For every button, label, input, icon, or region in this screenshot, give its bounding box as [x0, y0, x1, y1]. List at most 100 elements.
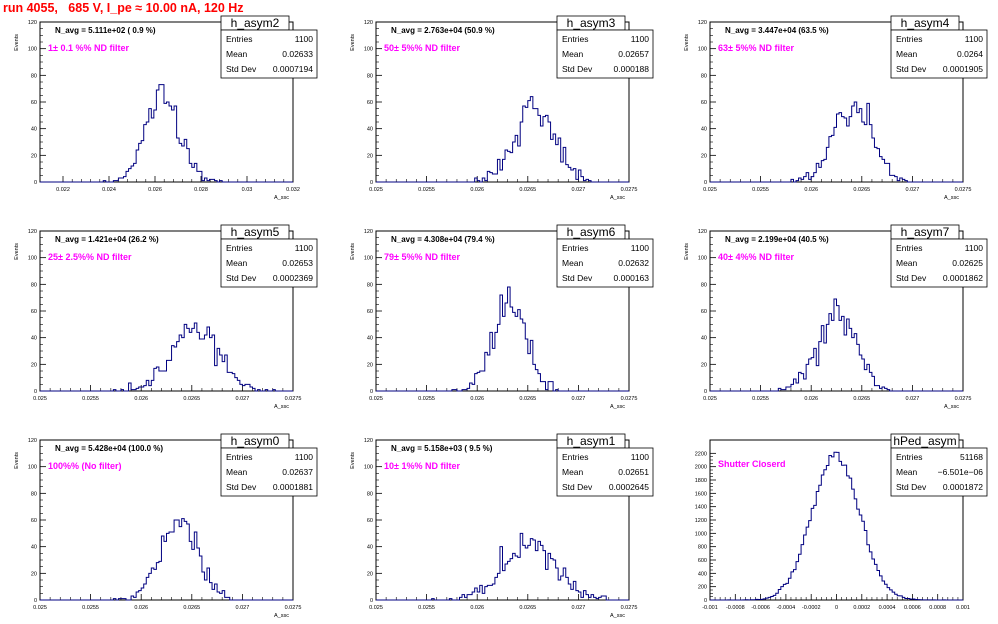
histogram-title-box: h_asym0	[220, 433, 290, 449]
y-axis-title: Events	[684, 243, 690, 260]
y-tick-label: 100	[364, 256, 373, 262]
stats-value: 0.02633	[282, 49, 313, 59]
x-tick-label: 0.026	[804, 396, 818, 402]
y-axis-title: Events	[14, 452, 20, 469]
y-tick-label: 80	[701, 73, 707, 79]
y-tick-label: 1200	[695, 518, 707, 524]
y-axis-title: Events	[684, 34, 690, 51]
y-tick-label: 0	[704, 180, 707, 186]
histogram-series	[40, 322, 293, 392]
stats-box: Entries 51168 Mean −6.501e−06 Std Dev 0.00018…	[890, 447, 988, 497]
stats-box-frame	[220, 238, 318, 288]
y-tick-label: 20	[701, 153, 707, 159]
x-axis-title: A_ssc	[944, 404, 959, 410]
stats-value: 0.0002369	[273, 273, 313, 283]
histogram-title-box: h_asym6	[556, 224, 626, 240]
x-tick-label: 0.0275	[285, 605, 302, 611]
x-tick-label: 0.03	[242, 187, 253, 193]
y-tick-label: 100	[698, 256, 707, 262]
stats-box: Entries 1100 Mean 0.02633 Std Dev 0.0007194	[220, 29, 318, 79]
x-tick-label: 0.0275	[621, 396, 638, 402]
stats-value: 0.0001862	[943, 273, 983, 283]
y-tick-label: 40	[701, 336, 707, 342]
histogram-title: h_asym7	[901, 225, 950, 239]
navg-annotation: N_avg = 5.428e+04 (100.0 %)	[55, 444, 163, 453]
x-tick-label: 0.0265	[519, 605, 536, 611]
y-tick-label: 60	[31, 518, 37, 524]
y-tick-label: 20	[701, 362, 707, 368]
stats-value: 1100	[965, 243, 984, 253]
stats-label: Std Dev	[226, 273, 257, 283]
x-tick-label: 0.027	[572, 396, 586, 402]
stats-label: Entries	[896, 243, 922, 253]
x-tick-label: 0.0255	[752, 187, 769, 193]
y-tick-label: 100	[28, 465, 37, 471]
stats-value: 0.02637	[282, 467, 313, 477]
stats-box-frame	[890, 29, 988, 79]
y-tick-label: 100	[28, 256, 37, 262]
y-tick-label: 60	[367, 100, 373, 106]
x-tick-label: 0.026	[470, 605, 484, 611]
stats-box-frame	[556, 238, 654, 288]
stats-value: 0.0002645	[609, 482, 649, 492]
y-tick-label: 2000	[695, 465, 707, 471]
x-axis-title: A_ssc	[274, 195, 289, 201]
x-axis: 0.022 0.024 0.026 0.028 0.03 0.032	[56, 176, 300, 193]
y-tick-label: 400	[698, 571, 707, 577]
x-tick-label: 0	[835, 605, 838, 611]
stats-value: 1100	[631, 452, 650, 462]
histogram-title-box: h_asym4	[890, 15, 960, 31]
stats-label: Mean	[896, 258, 918, 268]
x-tick-label: 0.0275	[285, 396, 302, 402]
navg-annotation: N_avg = 1.421e+04 (26.2 %)	[55, 235, 159, 244]
x-tick-label: 0.0275	[621, 187, 638, 193]
stats-value: 1100	[965, 34, 984, 44]
y-tick-label: 200	[698, 585, 707, 591]
x-tick-label: 0.025	[703, 187, 717, 193]
x-axis-title: A_ssc	[274, 404, 289, 410]
stats-label: Mean	[562, 49, 584, 59]
x-axis: 0.025 0.0255 0.026 0.0265 0.027 0.0275	[33, 385, 301, 402]
y-tick-label: 1000	[695, 531, 707, 537]
y-tick-label: 120	[28, 229, 37, 235]
histogram-title: h_asym5	[231, 225, 280, 239]
stats-label: Entries	[562, 34, 588, 44]
stats-label: Mean	[896, 467, 918, 477]
filter-annotation: 25± 2.5%% ND filter	[48, 252, 132, 262]
x-tick-label: 0.0265	[519, 396, 536, 402]
stats-label: Entries	[226, 452, 252, 462]
filter-annotation: 79± 5%% ND filter	[384, 252, 460, 262]
x-tick-label: 0.032	[286, 187, 300, 193]
y-axis: 0 20 40 60 80 100 120	[28, 438, 46, 604]
x-tick-label: 0.0255	[752, 396, 769, 402]
x-tick-label: 0.026	[804, 187, 818, 193]
filter-annotation: 63± 5%% ND filter	[718, 43, 794, 53]
stats-value: 1100	[631, 243, 650, 253]
x-tick-label: -0.0002	[802, 605, 821, 611]
histogram-title: h_asym2	[231, 16, 280, 30]
histogram-title: h_asym0	[231, 434, 280, 448]
x-tick-label: -0.001	[702, 605, 718, 611]
x-tick-label: 0.026	[134, 396, 148, 402]
x-tick-label: 0.027	[906, 396, 920, 402]
histogram-title: h_asym4	[901, 16, 950, 30]
x-tick-label: 0.0255	[418, 605, 435, 611]
y-tick-label: 120	[698, 229, 707, 235]
histogram-title-box: h_asym2	[220, 15, 290, 31]
y-tick-label: 2200	[695, 451, 707, 457]
stats-value: 51168	[960, 452, 983, 462]
histogram-title-box: h_asym3	[556, 15, 626, 31]
stats-value: 0.0001905	[943, 64, 983, 74]
y-axis-title: Events	[14, 34, 20, 51]
stats-box: Entries 1100 Mean 0.0264 Std Dev 0.0001905	[890, 29, 988, 79]
y-tick-label: 120	[364, 438, 373, 444]
stats-box-frame	[556, 447, 654, 497]
y-tick-label: 20	[31, 571, 37, 577]
y-tick-label: 0	[34, 598, 37, 604]
filter-annotation: 10± 1%% ND filter	[384, 461, 460, 471]
x-tick-label: 0.0255	[418, 396, 435, 402]
x-tick-label: 0.026	[134, 605, 148, 611]
